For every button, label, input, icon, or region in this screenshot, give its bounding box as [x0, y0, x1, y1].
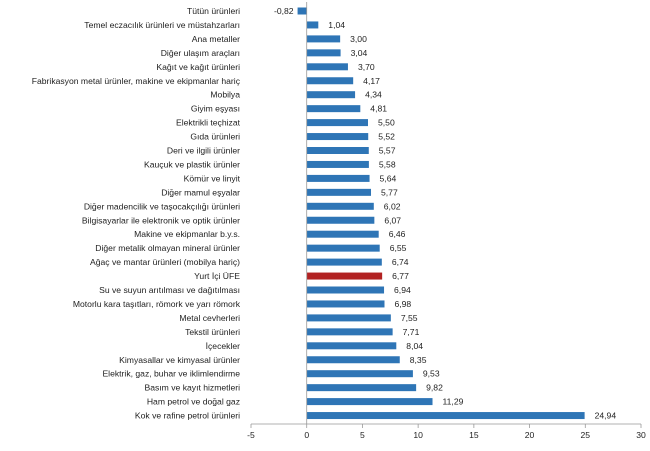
- bar: [306, 21, 319, 29]
- data-label: 6,98: [394, 299, 411, 309]
- category-label: Diğer metalik olmayan mineral ürünler: [95, 243, 240, 253]
- bar: [306, 174, 370, 182]
- bar: [306, 412, 585, 420]
- bar: [306, 77, 354, 85]
- bar: [306, 314, 391, 322]
- data-label: 6,46: [389, 229, 406, 239]
- category-label: Fabrikasyon metal ürünler, makine ve eki…: [32, 76, 241, 86]
- data-label: 3,04: [351, 48, 368, 58]
- data-label: 7,55: [401, 313, 418, 323]
- bar: [306, 49, 341, 57]
- bar: [306, 244, 380, 252]
- x-tick-label: 10: [413, 430, 423, 440]
- bar: [306, 286, 385, 294]
- data-label: 6,07: [384, 215, 401, 225]
- data-label: 6,94: [394, 285, 411, 295]
- x-tick-label: 20: [525, 430, 535, 440]
- category-label: Bilgisayarlar ile elektronik ve optik ür…: [82, 215, 240, 225]
- bar: [306, 370, 413, 378]
- bar: [306, 356, 400, 364]
- bar: [306, 258, 382, 266]
- bar: [306, 398, 433, 406]
- category-label: Basım ve kayıt hizmetleri: [144, 383, 240, 393]
- data-label: 6,74: [392, 257, 409, 267]
- category-label: Motorlu kara taşıtları, römork ve yarı r…: [73, 299, 241, 309]
- data-label: 11,29: [443, 397, 464, 407]
- data-label: 6,55: [390, 243, 407, 253]
- category-label: İçecekler: [206, 341, 241, 351]
- bar: [306, 63, 348, 71]
- category-label: Elektrik, gaz, buhar ve iklimlendirme: [102, 369, 240, 379]
- data-label: 1,04: [328, 20, 345, 30]
- bar: [306, 328, 393, 336]
- data-label: 6,77: [392, 271, 409, 281]
- data-label: 3,70: [358, 62, 375, 72]
- x-tick-label: 25: [581, 430, 591, 440]
- data-label: 5,64: [380, 173, 397, 183]
- bar: [306, 384, 417, 392]
- data-label: 7,71: [403, 327, 420, 337]
- category-label: Kimyasallar ve kimyasal ürünler: [119, 355, 240, 365]
- category-label: Yurt İçi ÜFE: [194, 271, 240, 281]
- bar: [306, 230, 379, 238]
- bar: [297, 7, 307, 15]
- x-tick-label: -5: [247, 430, 255, 440]
- category-label: Makine ve ekipmanlar b.y.s.: [134, 229, 240, 239]
- bar: [306, 119, 368, 127]
- data-label: 5,57: [379, 146, 396, 156]
- data-label: 9,53: [423, 369, 440, 379]
- data-label: -0,82: [274, 6, 294, 16]
- category-label: Giyim eşyası: [191, 104, 240, 114]
- category-label: Metal cevherleri: [179, 313, 240, 323]
- x-tick-label: 15: [469, 430, 479, 440]
- category-label: Gıda ürünleri: [190, 132, 240, 142]
- x-tick-label: 30: [636, 430, 646, 440]
- data-label: 5,58: [379, 159, 396, 169]
- category-label: Mobilya: [210, 90, 240, 100]
- x-tick-label: 0: [304, 430, 309, 440]
- category-label: Kağıt ve kağıt ürünleri: [156, 62, 240, 72]
- data-label: 3,00: [350, 34, 367, 44]
- data-label: 8,35: [410, 355, 427, 365]
- bar: [306, 272, 383, 280]
- category-label: Ağaç ve mantar ürünleri (mobilya hariç): [90, 257, 240, 267]
- category-label: Kok ve rafine petrol ürünleri: [135, 411, 240, 421]
- bar: [306, 202, 374, 210]
- data-label: 4,34: [365, 90, 382, 100]
- x-tick-label: 5: [360, 430, 365, 440]
- category-label: Su ve suyun arıtılması ve dağıtılması: [99, 285, 240, 295]
- data-label: 4,81: [370, 104, 387, 114]
- data-label: 6,02: [384, 201, 401, 211]
- category-label: Diğer mamul eşyalar: [161, 187, 240, 197]
- category-label: Tekstil ürünleri: [185, 327, 240, 337]
- bar: [306, 216, 375, 224]
- category-label: Diğer ulaşım araçları: [161, 48, 240, 58]
- category-label: Ana metaller: [192, 34, 240, 44]
- category-label: Kauçuk ve plastik ürünler: [144, 159, 240, 169]
- bar: [306, 105, 361, 113]
- data-label: 8,04: [406, 341, 423, 351]
- bar: [306, 160, 369, 168]
- bar: [306, 35, 341, 43]
- data-label: 9,82: [426, 383, 443, 393]
- bar: [306, 342, 397, 350]
- category-label: Kömür ve linyit: [184, 173, 241, 183]
- category-label: Tütün ürünleri: [187, 6, 240, 16]
- category-label: Temel eczacılık ürünleri ve müstahzarlar…: [84, 20, 240, 30]
- category-label: Ham petrol ve doğal gaz: [147, 397, 240, 407]
- data-label: 4,17: [363, 76, 380, 86]
- data-label: 5,52: [378, 132, 395, 142]
- data-label: 5,77: [381, 187, 398, 197]
- bar: [306, 91, 356, 99]
- category-label: Elektrikli teçhizat: [176, 118, 241, 128]
- bar: [306, 147, 369, 154]
- category-label: Deri ve ilgili ürünler: [167, 146, 240, 156]
- bar: [306, 188, 372, 196]
- data-label: 24,94: [595, 411, 617, 421]
- data-label: 5,50: [378, 118, 395, 128]
- category-label: Diğer madencilik ve taşocakçılığı ürünle…: [84, 201, 240, 211]
- bar: [306, 300, 385, 308]
- bar: [306, 133, 369, 141]
